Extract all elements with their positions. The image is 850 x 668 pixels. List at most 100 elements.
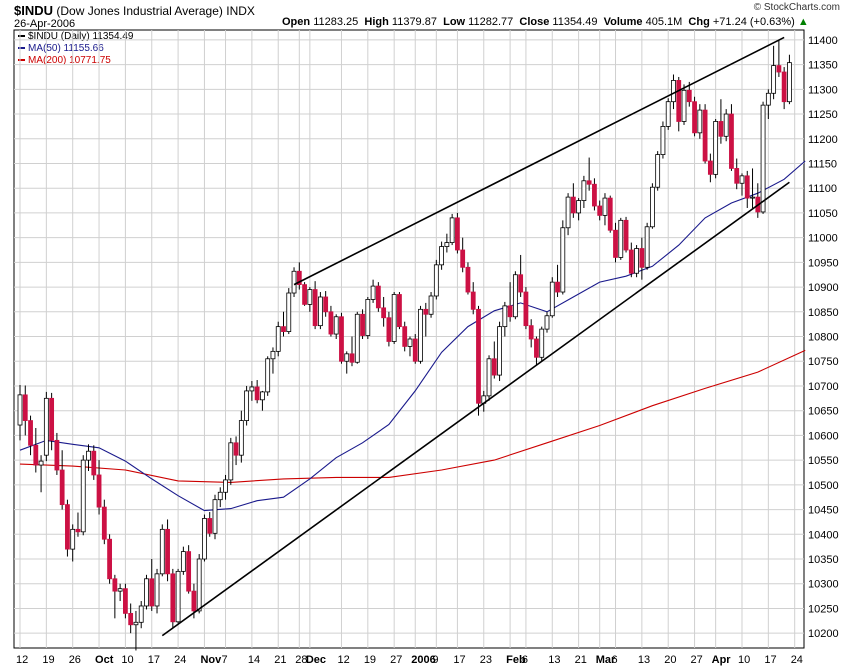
candle-body-26 (154, 573, 160, 607)
candle-body-37 (212, 499, 218, 534)
candle-body-63 (349, 353, 355, 363)
candle-body-75 (412, 338, 418, 362)
candle-body-78 (428, 295, 434, 315)
x-tick-label-83: 17 (453, 654, 465, 666)
ma200-line (19, 349, 806, 483)
x-tick-label-79: 9 (432, 654, 438, 666)
candle-body-93 (507, 305, 513, 318)
candle-body-126 (681, 89, 687, 122)
x-tick-label-132: Apr (712, 654, 732, 666)
candle-body-111 (602, 197, 608, 216)
candle-body-128 (692, 101, 697, 134)
y-tick-label-11050: 11050 (808, 208, 838, 220)
chart-title: $INDU (Dow Jones Industrial Average) IND… (14, 3, 255, 18)
candle-body-24 (144, 578, 149, 607)
candle-body-134 (723, 113, 729, 137)
candle-body-1 (22, 394, 28, 421)
brand-logo: © StockCharts.com (753, 2, 840, 13)
candle-body-101 (549, 281, 555, 317)
close-value: 11354.49 (552, 16, 598, 28)
candle-body-79 (433, 264, 439, 297)
x-tick-label-147: 24 (791, 654, 803, 666)
high-label: High (364, 16, 389, 28)
x-tick-label-113: 6 (612, 654, 618, 666)
candle-body-91 (497, 326, 502, 376)
candle-body-90 (491, 358, 497, 376)
candle-body-72 (397, 294, 402, 328)
candle-body-83 (455, 217, 460, 251)
y-tick-label-11300: 11300 (808, 84, 838, 96)
x-tick-label-55: Dec (306, 654, 326, 666)
candle-body-6 (49, 397, 55, 441)
y-tick-label-10450: 10450 (808, 505, 839, 517)
candle-body-130 (702, 109, 708, 162)
candle-body-56 (312, 289, 318, 327)
candle-body-7 (54, 439, 60, 471)
x-tick-label-142: 17 (764, 654, 776, 666)
candle-body-17 (107, 538, 112, 580)
chg-label: Chg (688, 16, 710, 28)
candle-body-25 (149, 578, 155, 607)
close-label: Close (519, 16, 550, 28)
candle-body-27 (159, 528, 165, 575)
candle-body-84 (460, 249, 466, 268)
candle-body-55 (307, 289, 313, 305)
candle-body-13 (86, 450, 91, 461)
volume-label: Volume (603, 16, 643, 28)
candle-body-39 (223, 479, 228, 493)
y-tick-label-10200: 10200 (808, 628, 839, 640)
y-tick-label-10500: 10500 (808, 480, 839, 492)
candle-body-45 (254, 386, 260, 401)
candle-body-108 (586, 180, 592, 185)
candle-body-138 (744, 175, 750, 199)
x-tick-label-106: 21 (575, 654, 587, 666)
candle-body-42 (238, 420, 244, 456)
candle-body-122 (660, 126, 666, 155)
y-tick-label-10300: 10300 (808, 579, 839, 591)
candle-body-107 (581, 180, 587, 201)
candle-body-20 (123, 588, 128, 614)
candle-body-2 (28, 420, 33, 446)
volume-value: 405.1M (645, 16, 683, 28)
legend-price-swatch (18, 35, 25, 38)
candle-body-104 (565, 196, 571, 229)
candle-body-11 (75, 528, 81, 533)
x-tick-label-128: 27 (691, 654, 703, 666)
legend: $INDU (Daily) 11354.49 MA(50) 11155.66 M… (18, 31, 133, 67)
y-tick-label-10650: 10650 (808, 406, 839, 418)
x-tick-label-10: 26 (69, 654, 81, 666)
x-tick-label-20: 10 (121, 654, 133, 666)
candle-body-54 (302, 284, 307, 305)
candle-body-141 (760, 104, 766, 213)
candle-body-103 (560, 227, 566, 293)
candle-body-50 (281, 326, 286, 332)
chg-value: +71.24 (+0.63%) (712, 16, 795, 28)
candle-body-100 (544, 315, 550, 330)
legend-ma200: MA(200) 10771.75 (18, 55, 133, 67)
x-tick-label-96: 6 (522, 654, 528, 666)
candle-body-19 (117, 588, 123, 592)
candle-body-65 (360, 313, 365, 336)
candle-body-0 (17, 394, 23, 426)
y-tick-label-11150: 11150 (808, 158, 837, 170)
plot-frame (13, 29, 805, 649)
candle-body-125 (676, 80, 682, 122)
x-tick-label-93: Feb (506, 654, 526, 666)
y-tick-label-10950: 10950 (808, 257, 839, 269)
candle-body-58 (323, 296, 329, 313)
candle-body-137 (739, 175, 745, 184)
candle-body-47 (265, 358, 271, 393)
candle-body-57 (317, 296, 323, 327)
y-tick-label-11100: 11100 (808, 183, 837, 195)
candle-body-120 (650, 186, 655, 228)
index-name: (Dow Jones Industrial Average) (56, 4, 223, 18)
legend-ma200-swatch (18, 59, 25, 62)
symbol: $INDU (14, 3, 54, 18)
x-tick-label-30: 24 (174, 654, 186, 666)
candle-body-14 (91, 450, 97, 476)
trendline-1 (161, 181, 790, 637)
candle-body-114 (618, 219, 624, 258)
y-tick-label-10350: 10350 (808, 554, 839, 566)
candle-body-64 (354, 313, 360, 363)
candle-body-121 (655, 154, 661, 188)
